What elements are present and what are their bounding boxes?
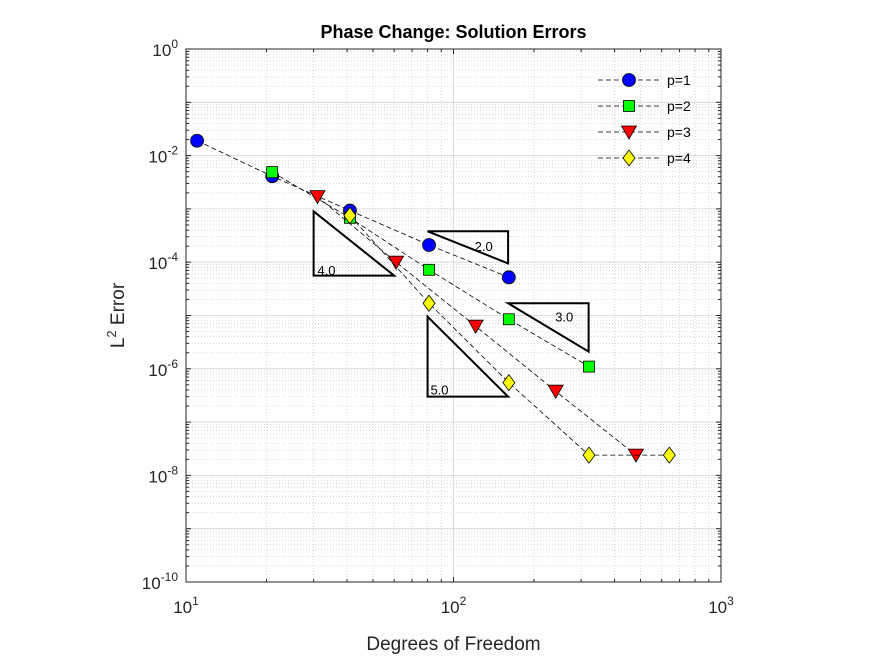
y-tick-label: 100 — [152, 37, 178, 60]
y-tick-label: 10-4 — [148, 250, 178, 273]
y-tick-label-base: 10 — [148, 467, 167, 486]
legend-label: p=1 — [667, 72, 691, 88]
y-tick-label-base: 10 — [148, 148, 167, 167]
x-tick-label-base: 10 — [173, 598, 192, 617]
slope-triangle-label: 2.0 — [475, 239, 493, 254]
data-point — [422, 294, 436, 312]
legend-marker — [620, 125, 638, 140]
series-p=3 — [309, 190, 645, 463]
data-point — [627, 448, 645, 463]
data-point — [266, 166, 279, 179]
data-point — [423, 263, 435, 276]
data-point — [309, 190, 326, 205]
y-tick-label-exponent: -2 — [167, 144, 178, 158]
y-tick-label-exponent: 0 — [171, 37, 178, 51]
y-tick-label-base: 10 — [148, 254, 167, 273]
slope-triangle-2.0 — [427, 230, 510, 265]
legend-label: p=2 — [667, 98, 691, 114]
slope-triangle-4.0 — [312, 209, 398, 277]
data-point — [190, 133, 204, 148]
slope-triangle-label: 5.0 — [430, 382, 448, 397]
y-axis-label-rest: Error — [108, 282, 129, 330]
y-tick-label: 10-8 — [148, 463, 178, 486]
x-tick-label: 103 — [708, 594, 734, 617]
y-axis-label-base: L — [108, 338, 129, 349]
data-point — [662, 446, 676, 464]
y-tick-label-base: 10 — [152, 41, 171, 60]
legend: p=1 p=2 p=3 p=4 — [598, 72, 691, 167]
x-tick-label-exponent: 3 — [727, 594, 734, 608]
y-tick-label: 10-2 — [148, 144, 178, 167]
y-tick-label: 10-10 — [142, 570, 179, 593]
data-point — [547, 384, 564, 399]
legend-marker — [622, 73, 636, 87]
y-tick-label: 10-6 — [148, 357, 178, 380]
data-point — [502, 373, 516, 392]
y-tick-label-exponent: -10 — [161, 570, 179, 584]
slope-triangle-3.0 — [504, 302, 590, 354]
data-point — [502, 313, 515, 326]
slope-triangle-label: 3.0 — [555, 310, 573, 325]
x-axis-label: Degrees of Freedom — [366, 634, 540, 655]
data-point — [422, 238, 436, 252]
x-tick-label-base: 10 — [708, 598, 727, 617]
data-point — [387, 255, 405, 271]
chart-title: Phase Change: Solution Errors — [320, 22, 586, 42]
y-axis-label: L2 Error — [104, 282, 129, 348]
slope-triangles: 2.0 3.0 4.0 5.0 — [312, 209, 590, 398]
x-tick-label-base: 10 — [441, 598, 460, 617]
y-tick-label-exponent: -4 — [167, 250, 178, 264]
data-point — [343, 206, 357, 225]
y-axis-label-sup: 2 — [104, 330, 119, 337]
y-tick-label-exponent: -6 — [167, 357, 178, 371]
x-tick-label-exponent: 1 — [192, 594, 199, 608]
y-tick-label-exponent: -8 — [167, 463, 178, 477]
data-series — [190, 133, 676, 464]
x-tick-label: 101 — [173, 594, 199, 617]
slope-triangle-5.0 — [426, 314, 511, 398]
series-p=4 — [343, 206, 676, 464]
y-tick-label-base: 10 — [142, 574, 161, 593]
x-tick-label-exponent: 2 — [460, 594, 467, 608]
legend-label: p=4 — [667, 150, 691, 166]
data-point — [582, 446, 596, 464]
data-point — [467, 319, 484, 334]
slope-triangle-label: 4.0 — [317, 263, 335, 278]
legend-marker — [623, 100, 635, 112]
x-tick-label: 102 — [441, 594, 467, 617]
data-point — [501, 270, 516, 285]
y-tick-label-base: 10 — [148, 361, 167, 380]
legend-label: p=3 — [667, 124, 691, 140]
legend-marker — [622, 149, 636, 167]
data-point — [583, 360, 595, 373]
